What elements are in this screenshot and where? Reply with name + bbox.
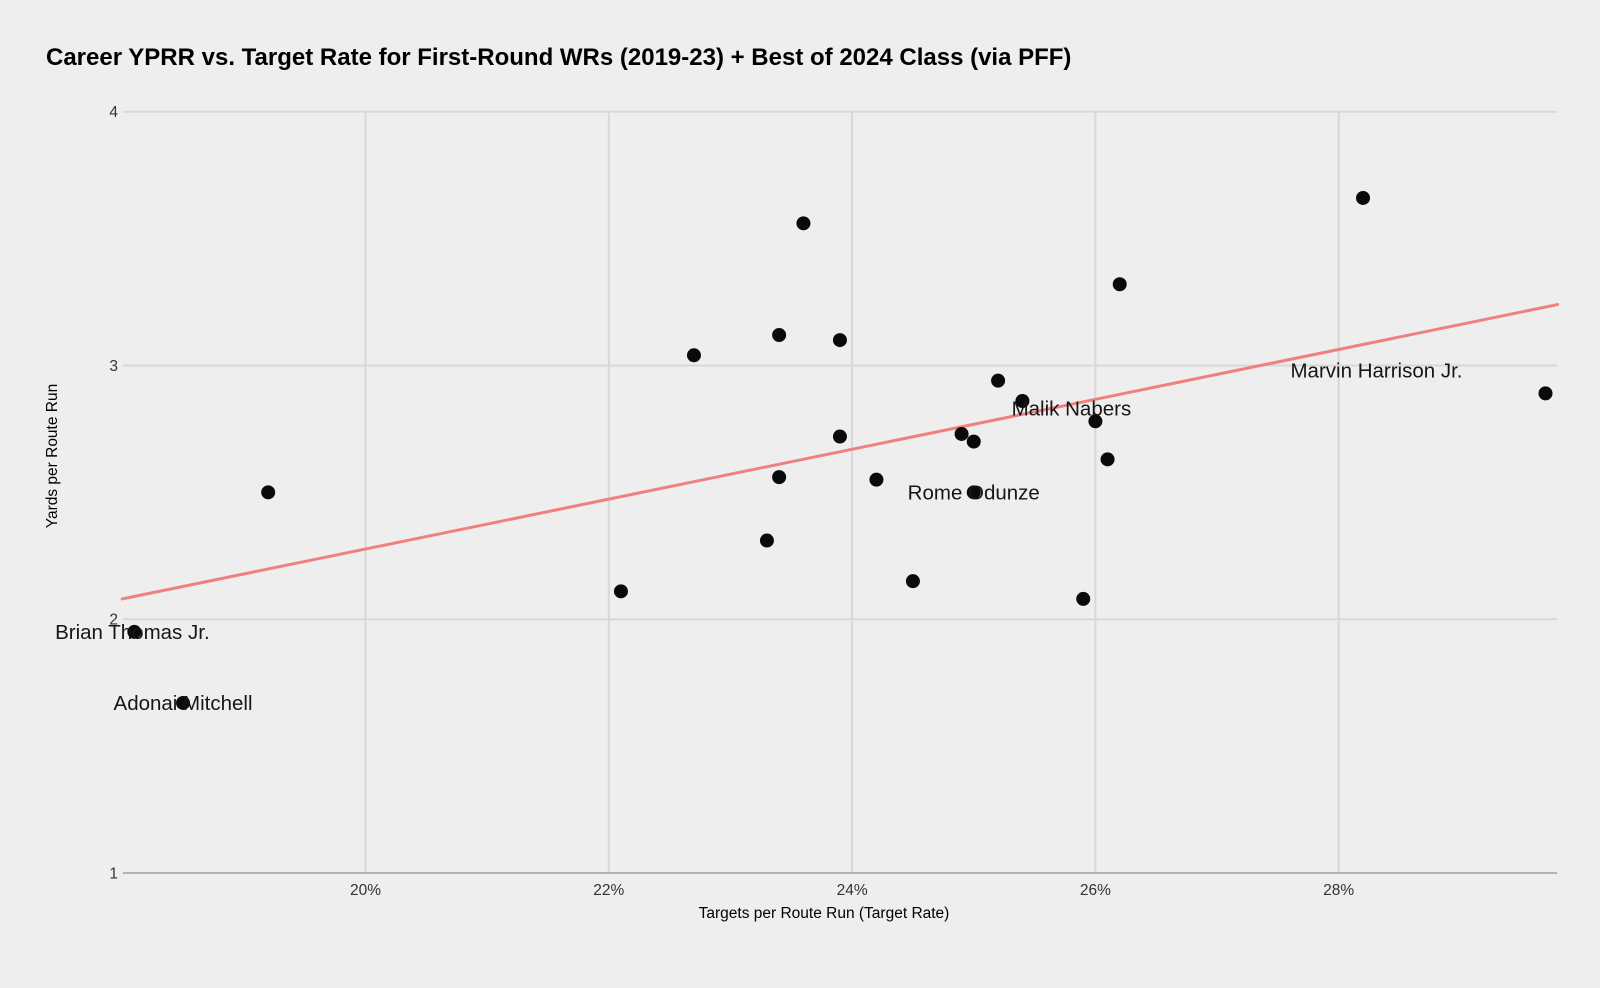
data-point: [1112, 277, 1127, 292]
data-points: [127, 190, 1553, 710]
data-point: [1356, 190, 1371, 205]
x-tick-label: 24%: [837, 882, 868, 899]
data-point: [772, 470, 787, 485]
x-axis-title: Targets per Route Run (Target Rate): [699, 905, 950, 922]
x-tick-label: 20%: [350, 882, 381, 899]
data-point: [832, 333, 847, 348]
y-tick-label: 1: [109, 866, 118, 883]
data-point-brian-thomas-jr: [127, 624, 142, 639]
tick-labels: 20% 22% 24% 26% 28% 1 2 3 4: [109, 104, 1354, 899]
player-label: Rome Odunze: [908, 481, 1040, 504]
chart-title: Career YPRR vs. Target Rate for First-Ro…: [46, 44, 1071, 71]
y-axis-title: Yards per Route Run: [44, 384, 61, 528]
data-point: [832, 429, 847, 444]
x-tick-label: 22%: [593, 882, 624, 899]
data-point: [1076, 591, 1091, 606]
x-tick-label: 26%: [1080, 882, 1111, 899]
y-tick-label: 2: [109, 612, 118, 629]
data-point: [954, 426, 969, 441]
data-point-marvin-harrison-jr: [1538, 386, 1553, 401]
trend-line: [120, 303, 1560, 601]
player-label: Adonai Mitchell: [114, 692, 253, 715]
data-point: [261, 485, 276, 500]
data-point: [686, 348, 701, 363]
data-point-malik-nabers: [1088, 414, 1103, 429]
data-point-rome-odunze: [966, 485, 981, 500]
data-point: [796, 216, 811, 231]
trend-line-layer: [120, 303, 1560, 601]
y-tick-label: 3: [109, 358, 118, 375]
gridlines: [123, 110, 1557, 874]
player-label: Brian Thomas Jr.: [55, 621, 210, 644]
data-point: [1015, 393, 1030, 408]
player-labels: Brian Thomas Jr. Adonai Mitchell Rome Odun…: [55, 359, 1462, 715]
data-point: [869, 472, 884, 487]
data-point-adonai-mitchell: [176, 695, 191, 710]
data-point: [905, 574, 920, 589]
data-point: [1100, 452, 1115, 467]
data-point: [759, 533, 774, 548]
player-label: Marvin Harrison Jr.: [1290, 359, 1462, 382]
data-point: [991, 373, 1006, 388]
data-point: [966, 434, 981, 449]
x-tick-label: 28%: [1323, 882, 1354, 899]
data-point: [613, 584, 628, 599]
y-tick-label: 4: [109, 104, 118, 121]
data-point: [772, 328, 787, 343]
player-label: Malik Nabers: [1012, 397, 1132, 420]
